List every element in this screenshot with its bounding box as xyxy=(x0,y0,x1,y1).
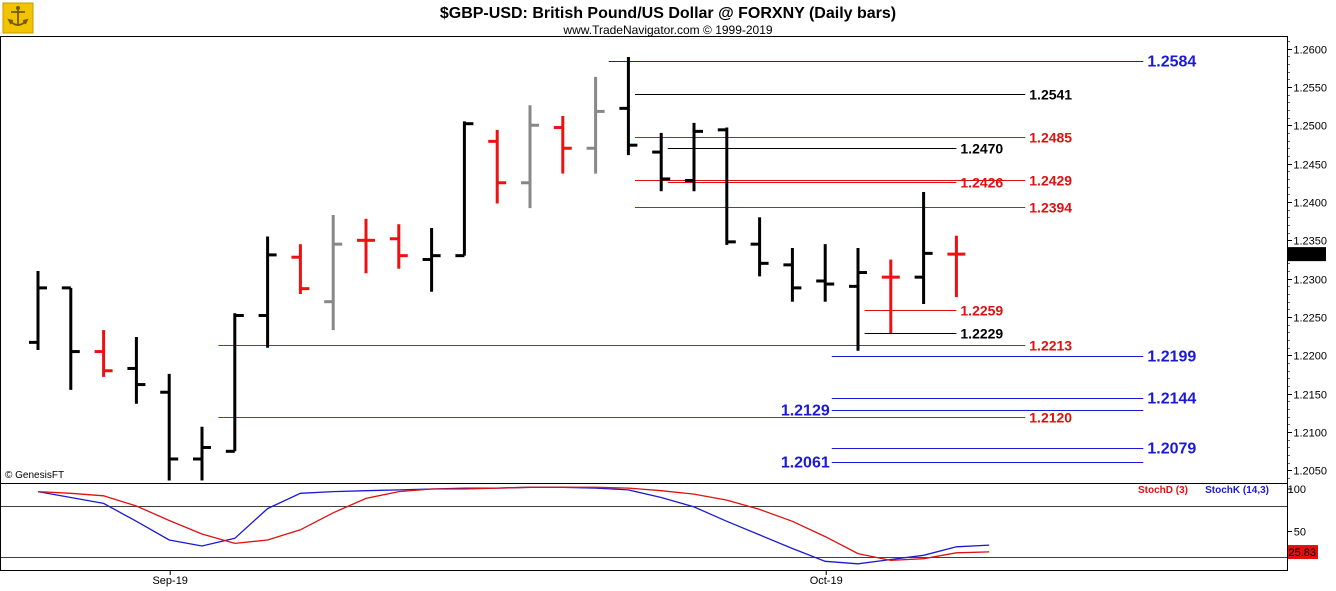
y-tick-label: 1.2400 xyxy=(1293,198,1327,210)
x-tick-label: Sep-19 xyxy=(152,575,187,587)
x-axis: Sep-19 Oct-19 xyxy=(152,571,843,587)
ohlc-bar xyxy=(849,247,867,351)
ohlc-bar xyxy=(258,236,277,348)
stochastic-panel: 100 50 StochD (3) StochK (14,3) 25.83 xyxy=(1,484,1318,565)
ohlc-bar xyxy=(455,121,474,258)
ohlc-bar xyxy=(750,217,769,277)
ohlc-bar xyxy=(783,247,802,302)
ohlc-bar xyxy=(488,129,507,204)
y-tick-label: 1.2450 xyxy=(1293,160,1327,172)
ohlc-bar xyxy=(94,330,113,377)
y-tick-label: 1.2100 xyxy=(1293,428,1327,440)
y-tick-label: 1.2350 xyxy=(1293,236,1327,248)
y-tick-label: 1.2250 xyxy=(1293,313,1327,325)
y-tick-label: 1.2200 xyxy=(1293,351,1327,363)
x-tick-label: Oct-19 xyxy=(810,575,843,587)
y-tick-label: 1.2500 xyxy=(1293,121,1327,133)
ohlc-bar xyxy=(586,76,605,174)
level-label: 1.2541 xyxy=(1029,87,1072,103)
y-axis: 1.2050 1.2100 1.2150 1.2200 1.2250 1.2300 1.23… xyxy=(1287,41,1327,479)
ohlc-bar xyxy=(127,336,146,404)
stoch-y-tick-label: 100 xyxy=(1288,484,1306,496)
y-tick-label: 1.2300 xyxy=(1293,275,1327,287)
chart-subtitle: www.TradeNavigator.com © 1999-2019 xyxy=(562,23,772,37)
y-tick-label: 1.2600 xyxy=(1293,45,1327,57)
ohlc-bar xyxy=(816,244,835,302)
ohlc-bar xyxy=(717,127,736,245)
ohlc-bar xyxy=(521,105,539,209)
levels-layer: 1.2584 1.2541 1.2485 1.2470 1.2429 1.2426 1.23… xyxy=(218,54,1196,472)
ohlc-bar xyxy=(225,313,244,453)
bars-layer xyxy=(29,56,966,481)
ohlc-bar xyxy=(619,56,638,156)
ohlc-bar xyxy=(389,224,408,269)
current-price-box xyxy=(1288,247,1326,262)
stoch-legend-d: StochD (3) xyxy=(1138,485,1188,496)
level-label: 1.2229 xyxy=(960,326,1003,342)
current-price-label: 1.2332 xyxy=(1289,249,1323,261)
ohlc-bar xyxy=(291,244,310,295)
stoch-legend-k: StochK (14,3) xyxy=(1205,485,1269,496)
ohlc-bar xyxy=(685,122,703,192)
stoch-value-box xyxy=(1288,545,1318,560)
stoch-value-label: 25.83 xyxy=(1288,547,1316,559)
ohlc-bar xyxy=(357,218,375,274)
level-label: 1.2144 xyxy=(1147,391,1196,408)
y-tick-label: 1.2550 xyxy=(1293,83,1327,95)
ohlc-bar xyxy=(422,228,441,292)
level-label: 1.2584 xyxy=(1147,54,1196,71)
ohlc-bar xyxy=(160,373,179,481)
level-label: 1.2259 xyxy=(960,303,1003,319)
level-label: 1.2426 xyxy=(960,175,1003,191)
ohlc-bar xyxy=(881,259,900,334)
chart-title: $GBP-USD: British Pound/US Dollar @ FORX… xyxy=(440,5,896,22)
ohlc-bar xyxy=(324,215,343,331)
ohlc-bar xyxy=(29,271,47,351)
level-label: 1.2470 xyxy=(960,141,1003,157)
level-label: 1.2079 xyxy=(1147,441,1196,458)
y-tick-label: 1.2150 xyxy=(1293,390,1327,402)
level-label: 1.2199 xyxy=(1147,349,1196,366)
stoch-series-line xyxy=(37,486,990,562)
level-label: 1.2429 xyxy=(1029,173,1072,189)
stoch-y-tick-label: 50 xyxy=(1294,527,1306,539)
ohlc-bar xyxy=(652,132,671,192)
ohlc-bar xyxy=(947,235,966,298)
level-label: 1.2485 xyxy=(1029,130,1072,146)
level-label: 1.2120 xyxy=(1029,410,1072,426)
level-label: 1.2213 xyxy=(1029,338,1072,354)
ohlc-bar xyxy=(553,116,572,174)
ohlc-bar xyxy=(61,286,80,390)
level-label: 1.2394 xyxy=(1029,200,1072,216)
watermark: © GenesisFT xyxy=(5,470,64,481)
level-label: 1.2129 xyxy=(781,403,830,420)
level-label: 1.2061 xyxy=(781,455,830,472)
ohlc-bar xyxy=(914,191,933,304)
genesis-logo-icon xyxy=(2,2,34,34)
y-tick-label: 1.2050 xyxy=(1293,466,1327,478)
ohlc-bar xyxy=(193,426,211,481)
